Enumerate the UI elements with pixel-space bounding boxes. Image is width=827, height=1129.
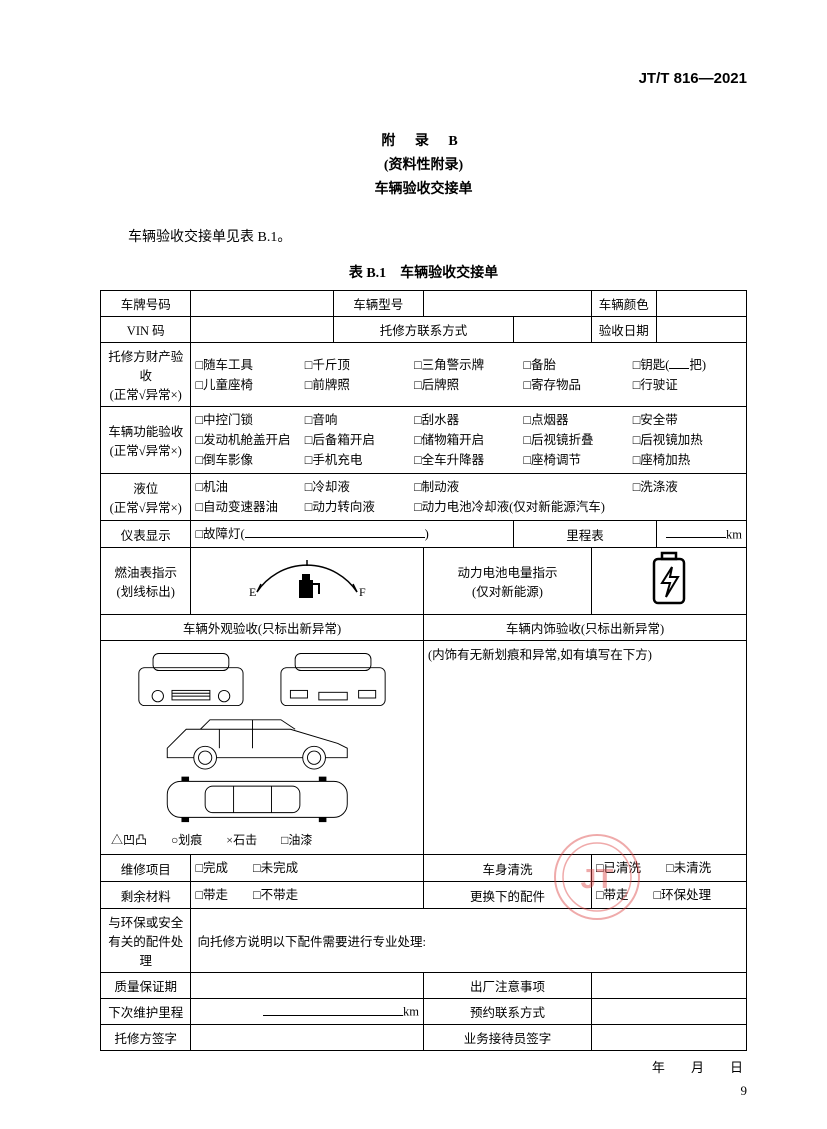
appendix-letter: 附 录 B [100,130,747,150]
fuel-label: 燃油表指示(划线标出) [101,548,191,615]
owner-sign-value[interactable] [191,1025,424,1051]
battery-label: 动力电池电量指示(仅对新能源) [423,548,591,615]
exterior-legend: △凹凸 ○划痕 ×石击 □油漆 [105,828,419,851]
notice-value[interactable] [591,973,746,999]
next-maint-value[interactable]: km [191,999,424,1025]
fluid-checks[interactable]: □机油□自动变速器油 □冷却液□动力转向液 □制动液□动力电池冷却液(仅对新能源… [191,474,747,521]
property-label: 托修方财产验收(正常√异常×) [101,343,191,407]
table-caption: 表 B.1 车辆验收交接单 [100,262,747,282]
fuel-gauge-icon[interactable]: E F [191,548,424,615]
material-checks[interactable]: □带走 □不带走 [191,882,424,909]
repair-checks[interactable]: □完成 □未完成 [191,855,424,882]
svg-text:F: F [359,585,366,599]
model-label: 车辆型号 [333,291,423,317]
replaced-label: 更换下的配件 [423,882,591,909]
fluid-label: 液位(正常√异常×) [101,474,191,521]
repair-label: 维修项目 [101,855,191,882]
function-label: 车辆功能验收(正常√异常×) [101,407,191,474]
model-value[interactable] [423,291,591,317]
notice-label: 出厂注意事项 [423,973,591,999]
material-label: 剩余材料 [101,882,191,909]
staff-sign-value[interactable] [591,1025,746,1051]
replaced-checks[interactable]: □带走 □环保处理 [591,882,746,909]
interior-note-field[interactable]: (内饰有无新划痕和异常,如有填写在下方) [423,641,746,855]
dashboard-label: 仪表显示 [101,521,191,548]
date-line: 年 月 日 [100,1057,747,1076]
vin-label: VIN 码 [101,317,191,343]
reference-text: 车辆验收交接单见表 B.1。 [100,226,747,246]
page-number: 9 [741,1083,748,1099]
property-checks[interactable]: □随车工具□儿童座椅 □千斤顶□前牌照 □三角警示牌□后牌照 □备胎□寄存物品 … [191,343,747,407]
plate-value[interactable] [191,291,333,317]
next-maint-label: 下次维护里程 [101,999,191,1025]
handover-table: 车牌号码 车辆型号 车辆颜色 VIN 码 托修方联系方式 验收日期 托修方财产验… [100,290,747,1051]
document-id: JT/T 816—2021 [639,70,747,87]
appt-contact-value[interactable] [591,999,746,1025]
exterior-header: 车辆外观验收(只标出新异常) [101,615,424,641]
color-value[interactable] [656,291,746,317]
staff-sign-label: 业务接待员签字 [423,1025,591,1051]
car-exterior-diagram[interactable]: △凹凸 ○划痕 ×石击 □油漆 [101,641,424,855]
contact-value[interactable] [514,317,592,343]
wash-checks[interactable]: □已清洗 □未清洗 [591,855,746,882]
appt-contact-label: 预约联系方式 [423,999,591,1025]
appendix-type: (资料性附录) [100,154,747,174]
warranty-value[interactable] [191,973,424,999]
contact-label: 托修方联系方式 [333,317,514,343]
interior-header: 车辆内饰验收(只标出新异常) [423,615,746,641]
fault-lamp-field[interactable]: □故障灯() [191,521,514,548]
date-value[interactable] [656,317,746,343]
appendix-title: 车辆验收交接单 [100,178,747,198]
odometer-field[interactable]: km [656,521,746,548]
env-parts-label: 与环保或安全有关的配件处理 [101,909,191,973]
date-label: 验收日期 [591,317,656,343]
env-parts-text[interactable]: 向托修方说明以下配件需要进行专业处理: [191,909,747,973]
warranty-label: 质量保证期 [101,973,191,999]
function-checks[interactable]: □中控门锁□发动机舱盖开启□倒车影像 □音响□后备箱开启□手机充电 □刮水器□储… [191,407,747,474]
battery-icon[interactable] [591,548,746,615]
color-label: 车辆颜色 [591,291,656,317]
vin-value[interactable] [191,317,333,343]
odometer-label: 里程表 [514,521,656,548]
owner-sign-label: 托修方签字 [101,1025,191,1051]
plate-label: 车牌号码 [101,291,191,317]
wash-label: 车身清洗 [423,855,591,882]
svg-text:E: E [249,585,256,599]
